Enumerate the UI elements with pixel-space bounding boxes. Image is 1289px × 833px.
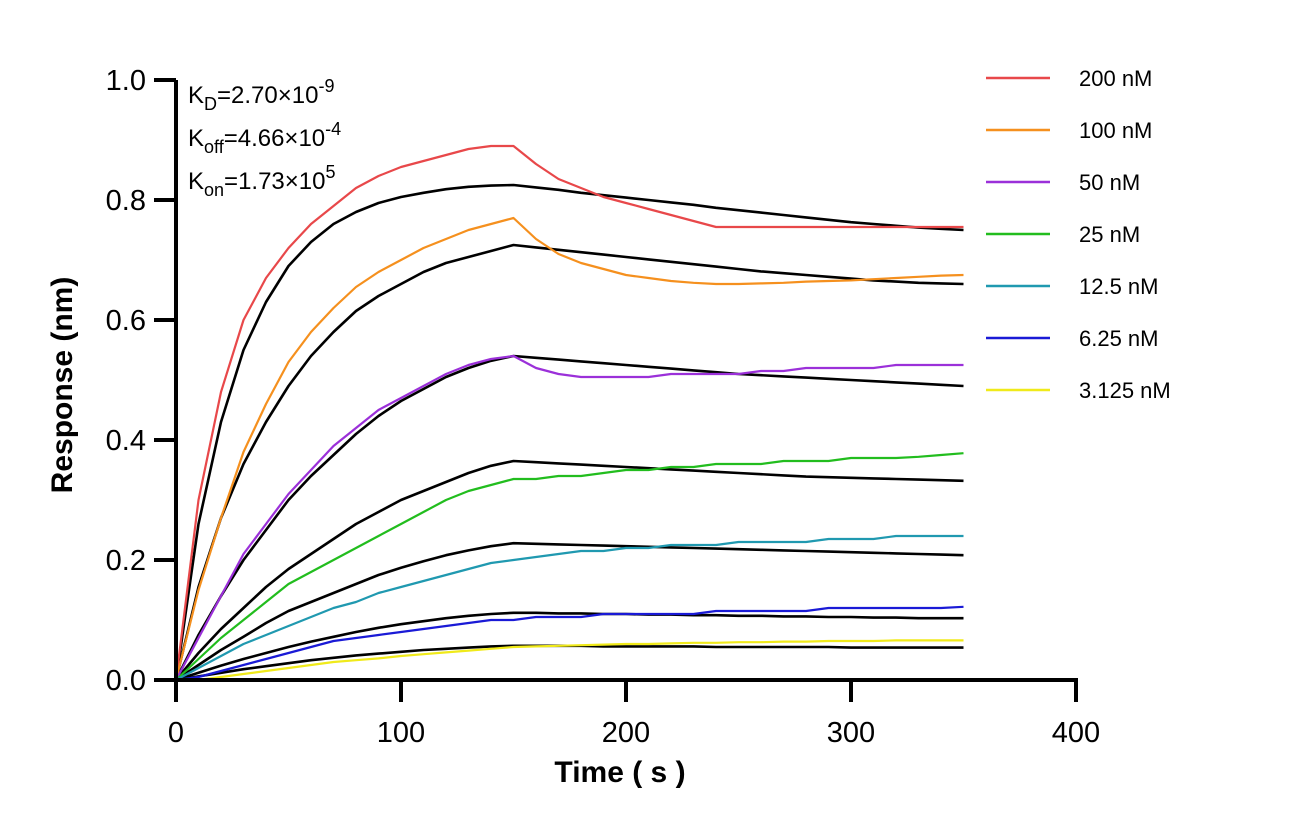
- series-line: [175, 534, 964, 681]
- x-tick-label: 300: [827, 717, 875, 749]
- kinetic-constant: Kon=1.73×105: [188, 162, 336, 200]
- fit-line: [175, 459, 964, 681]
- fit-curves: [174, 183, 964, 682]
- y-tick-label: 0.4: [106, 425, 146, 457]
- series-line: [175, 452, 964, 681]
- y-tick-label: 0.8: [106, 185, 146, 217]
- fit-line: [175, 541, 964, 682]
- kinetic-constants: KD=2.70×10-9 Koff=4.66×10-4 Kon=1.73×105: [188, 76, 341, 200]
- x-tick-label: 0: [168, 717, 184, 749]
- data-curves: [174, 144, 964, 682]
- fit-line: [174, 354, 964, 681]
- series-line: [175, 354, 964, 681]
- legend-label: 200 nM: [1079, 66, 1152, 91]
- axes: 0.0 0.2 0.4 0.6 0.8 1.0 0 100 200 300 400: [106, 65, 1101, 749]
- x-tick-label: 200: [602, 717, 650, 749]
- x-tick-label: 400: [1052, 717, 1100, 749]
- series-line: [175, 605, 964, 682]
- kinetic-constant: Koff=4.66×10-4: [188, 119, 341, 157]
- legend-label: 3.125 nM: [1079, 378, 1171, 403]
- kinetic-constant: KD=2.70×10-9: [188, 76, 334, 114]
- fit-line: [174, 243, 964, 681]
- y-tick-label: 0.2: [106, 545, 146, 577]
- fit-line: [175, 611, 964, 682]
- series-line: [176, 639, 964, 682]
- y-tick-label: 0.0: [106, 665, 146, 697]
- series-line: [174, 144, 964, 681]
- y-tick-label: 1.0: [106, 65, 146, 97]
- series-line: [174, 216, 964, 681]
- legend-label: 6.25 nM: [1079, 326, 1159, 351]
- legend-label: 50 nM: [1079, 170, 1140, 195]
- fit-line: [174, 183, 964, 681]
- legend: 200 nM 100 nM 50 nM 25 nM 12.5 nM 6.25 nM 3.12…: [986, 66, 1171, 403]
- x-tick-label: 100: [377, 717, 425, 749]
- legend-label: 12.5 nM: [1079, 274, 1159, 299]
- legend-label: 25 nM: [1079, 222, 1140, 247]
- y-axis-title: Response (nm): [46, 277, 79, 494]
- x-axis-title: Time ( s ): [554, 756, 685, 789]
- legend-label: 100 nM: [1079, 118, 1152, 143]
- y-tick-label: 0.6: [106, 305, 146, 337]
